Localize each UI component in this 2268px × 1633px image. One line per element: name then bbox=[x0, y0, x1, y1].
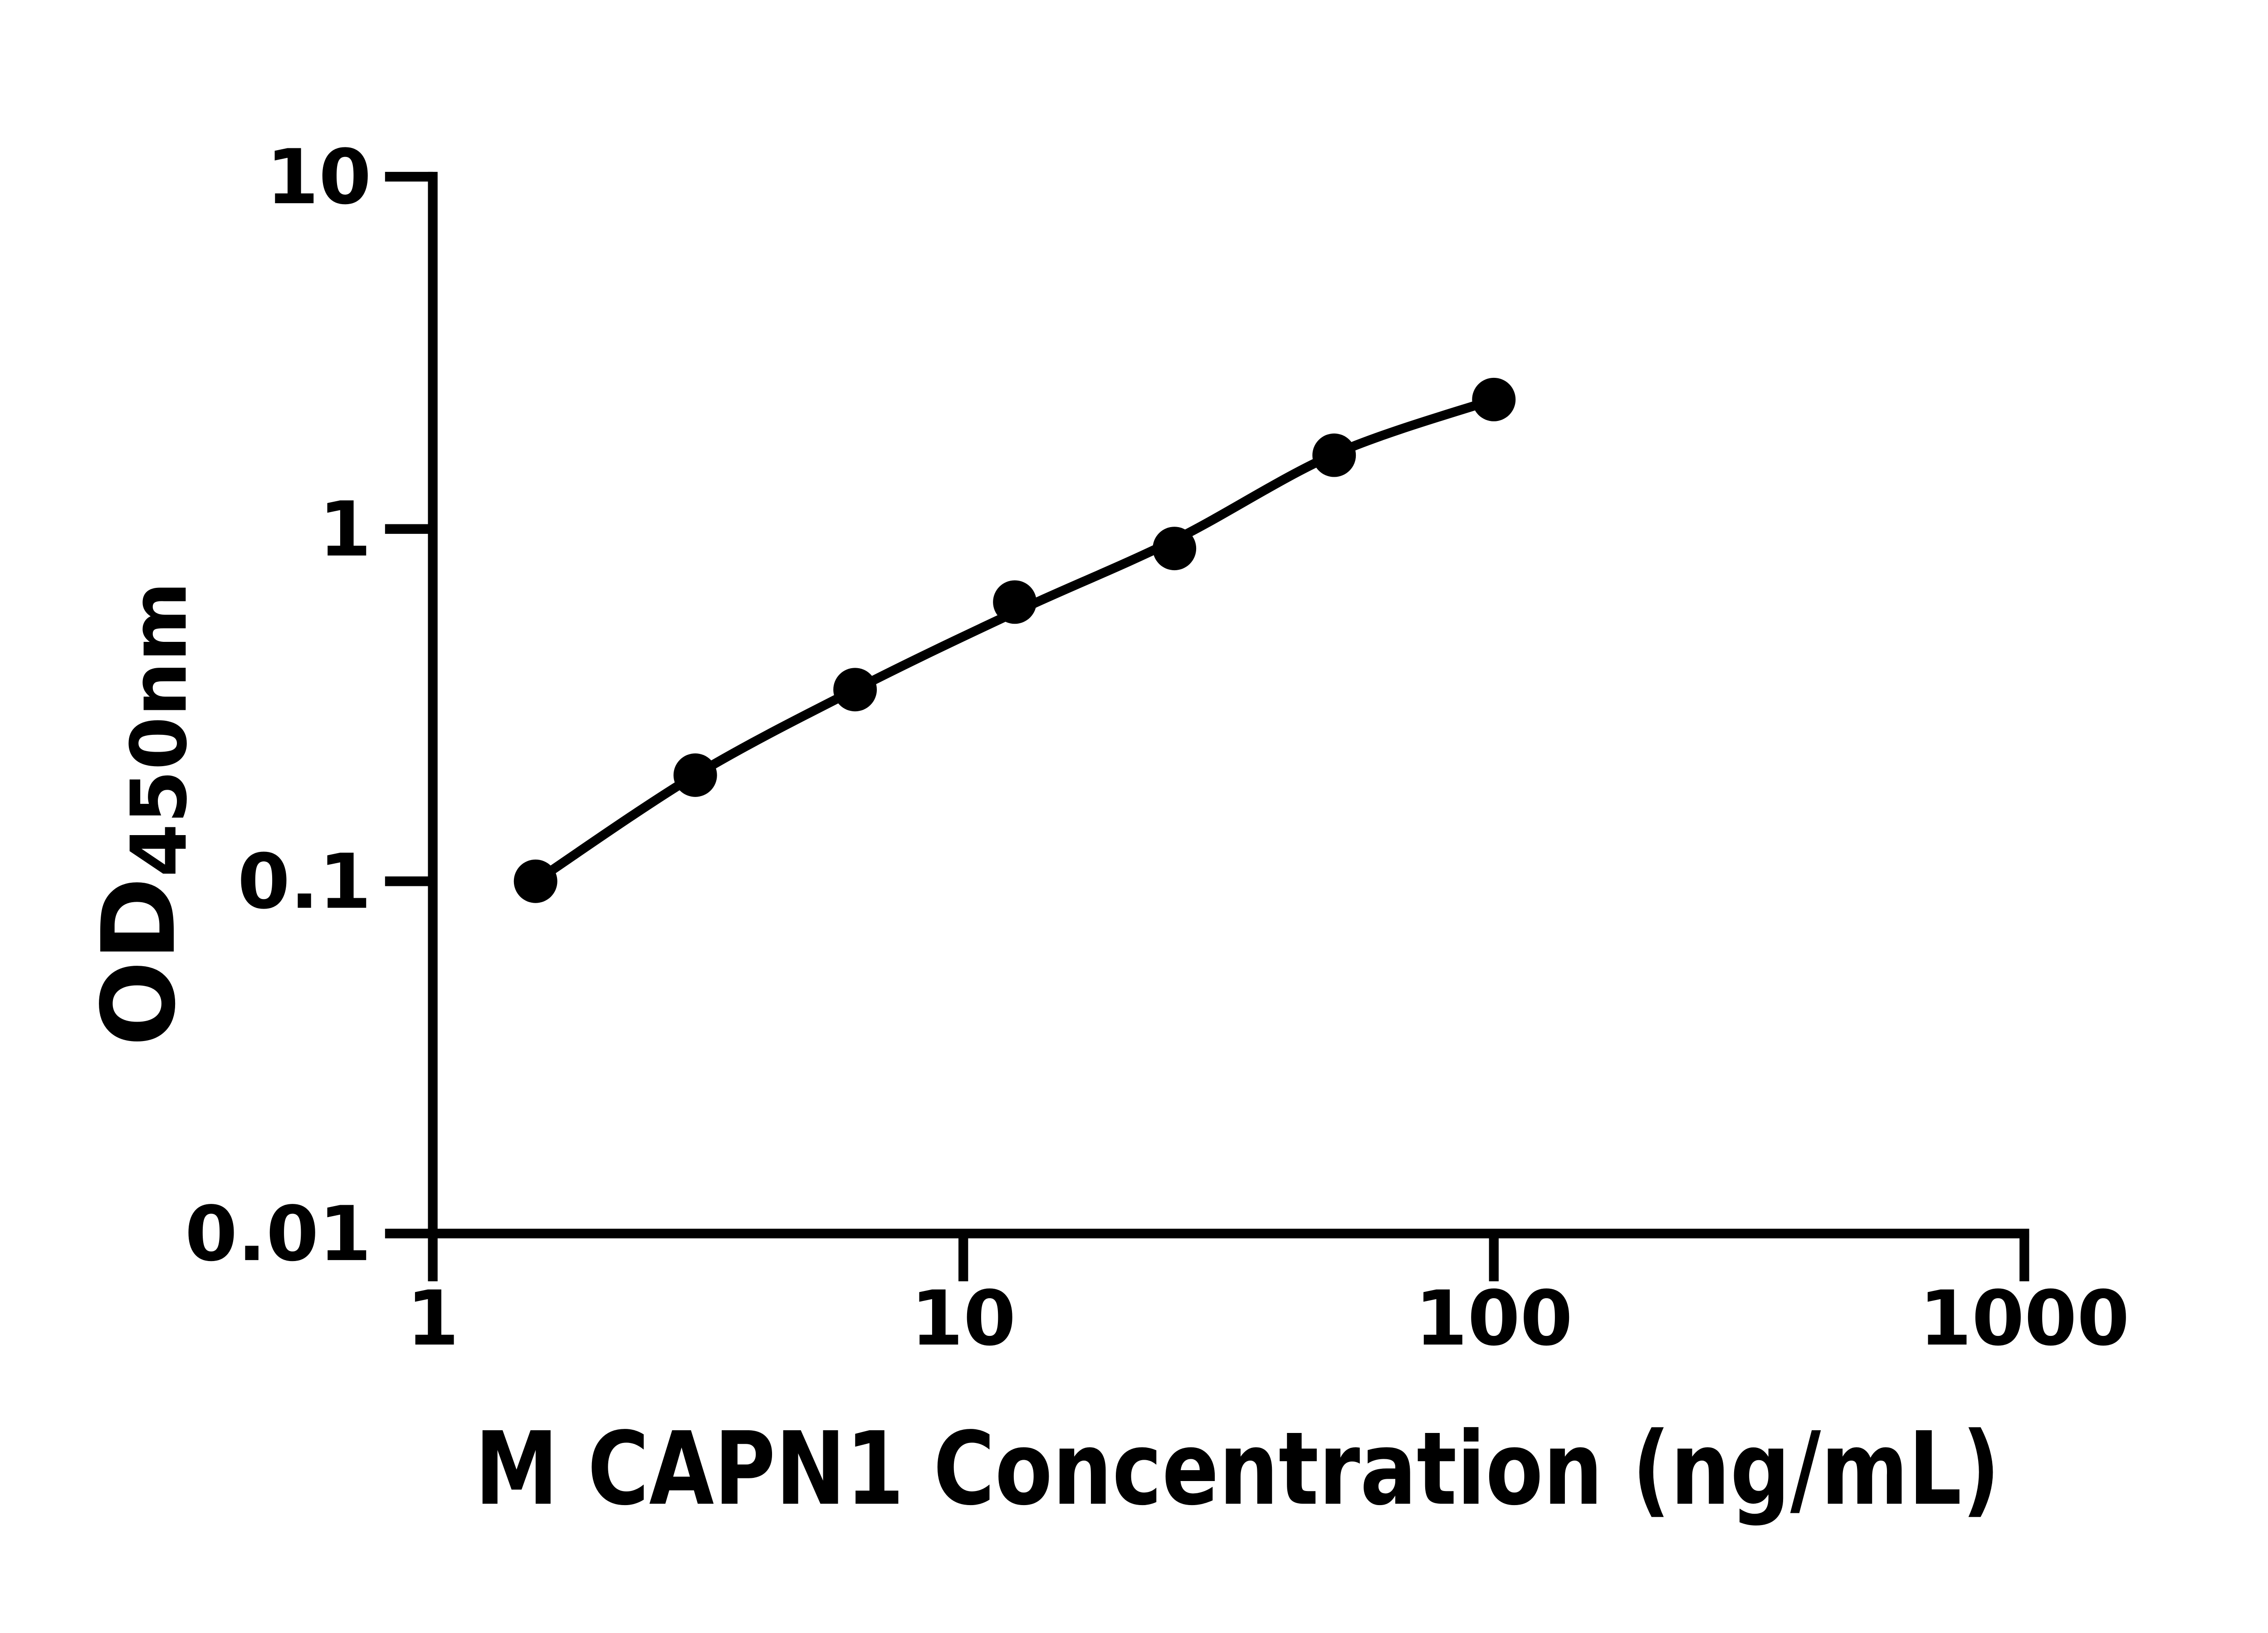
standard-curve-chart: 10 1 0.1 0.01 1 10 100 1000 OD450nm M CAPN1 Co… bbox=[81, 133, 2130, 1528]
y-tick-label: 0.1 bbox=[237, 838, 371, 926]
data-points bbox=[513, 377, 1516, 903]
y-axis-tick-labels: 10 1 0.1 0.01 bbox=[185, 133, 371, 1278]
x-tick-label: 1000 bbox=[1919, 1275, 2130, 1363]
y-axis-title-subscript: 450nm bbox=[114, 582, 204, 877]
data-point-marker bbox=[1472, 377, 1516, 421]
x-tick-label: 1 bbox=[406, 1275, 459, 1363]
x-axis-ticks bbox=[428, 1233, 2029, 1281]
data-point-marker bbox=[1153, 526, 1197, 570]
y-tick-label: 0.01 bbox=[185, 1190, 371, 1278]
x-axis-tick-labels: 1 10 100 1000 bbox=[406, 1275, 2130, 1363]
data-point-marker bbox=[833, 667, 877, 711]
y-tick-label: 10 bbox=[266, 133, 371, 221]
data-point-marker bbox=[993, 580, 1037, 624]
data-point-marker bbox=[673, 753, 717, 797]
x-tick-label: 10 bbox=[911, 1275, 1016, 1363]
y-axis-title-main: OD bbox=[81, 877, 198, 1046]
data-point-marker bbox=[1312, 433, 1356, 477]
x-tick-label: 100 bbox=[1415, 1275, 1573, 1363]
fit-curve-line bbox=[533, 395, 1496, 885]
y-axis-title: OD450nm bbox=[81, 582, 204, 1046]
data-point-marker bbox=[513, 859, 557, 903]
y-tick-label: 1 bbox=[319, 485, 371, 573]
y-axis-ticks bbox=[385, 171, 433, 1238]
x-axis-title: M CAPN1 Concentration (ng/mL) bbox=[475, 1411, 2000, 1528]
